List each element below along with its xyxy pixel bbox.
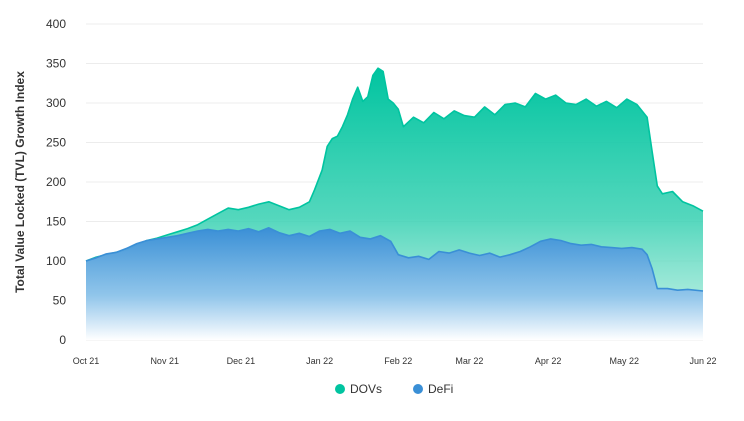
x-tick-label: Dec 21 bbox=[227, 356, 256, 366]
x-tick-label: Mar 22 bbox=[455, 356, 483, 366]
y-tick-label: 250 bbox=[46, 136, 66, 150]
x-axis-ticks: Oct 21 Nov 21 Dec 21 Jan 22 Feb 22 Mar 22 Apr … bbox=[73, 356, 717, 366]
legend-item-dovs[interactable]: DOVs bbox=[335, 382, 382, 396]
y-tick-label: 0 bbox=[59, 333, 66, 347]
y-tick-label: 400 bbox=[46, 17, 66, 31]
x-tick-label: Nov 21 bbox=[150, 356, 179, 366]
y-tick-label: 300 bbox=[46, 96, 66, 110]
x-tick-label: Jan 22 bbox=[306, 356, 333, 366]
x-tick-label: Feb 22 bbox=[384, 356, 412, 366]
x-tick-label: Jun 22 bbox=[689, 356, 716, 366]
legend-swatch bbox=[335, 384, 345, 394]
series-areas bbox=[85, 67, 704, 340]
x-tick-label: Apr 22 bbox=[535, 356, 562, 366]
x-tick-label: May 22 bbox=[610, 356, 640, 366]
x-tick-label: Oct 21 bbox=[73, 356, 100, 366]
y-tick-label: 100 bbox=[46, 254, 66, 268]
series-area-defi bbox=[86, 227, 703, 340]
y-axis-ticks: 0 50 100 150 200 250 300 350 400 bbox=[46, 17, 66, 347]
legend-swatch bbox=[413, 384, 423, 394]
y-axis-label: Total Value Locked (TVL) Growth Index bbox=[13, 71, 27, 293]
y-tick-label: 150 bbox=[46, 215, 66, 229]
legend-item-defi[interactable]: DeFi bbox=[413, 382, 453, 396]
y-tick-label: 50 bbox=[53, 294, 67, 308]
y-tick-label: 350 bbox=[46, 57, 66, 71]
legend: DOVs DeFi bbox=[335, 382, 453, 396]
legend-label: DOVs bbox=[350, 382, 382, 396]
y-tick-label: 200 bbox=[46, 175, 66, 189]
legend-label: DeFi bbox=[428, 382, 453, 396]
series-line-defi bbox=[85, 227, 704, 292]
series-line-dovs bbox=[85, 67, 704, 262]
